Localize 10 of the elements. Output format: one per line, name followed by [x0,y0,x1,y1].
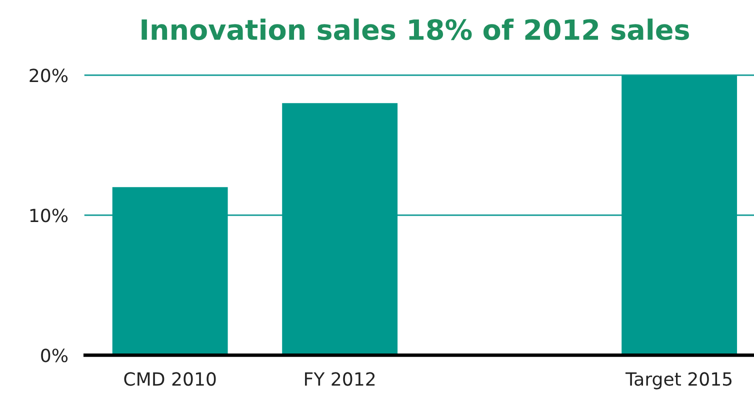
x-tick-label: Target 2015 [625,372,732,390]
bar [282,103,398,356]
y-tick-label: 0% [41,348,68,362]
x-tick-label: CMD 2010 [124,372,216,386]
chart-title: Innovation sales 18% of 2012 sales [142,18,689,40]
bar [112,187,228,356]
x-tick-label: FY 2012 [305,372,375,386]
y-tick-label: 20% [30,68,68,82]
y-tick-label: 10% [30,208,68,222]
bar [622,75,738,356]
